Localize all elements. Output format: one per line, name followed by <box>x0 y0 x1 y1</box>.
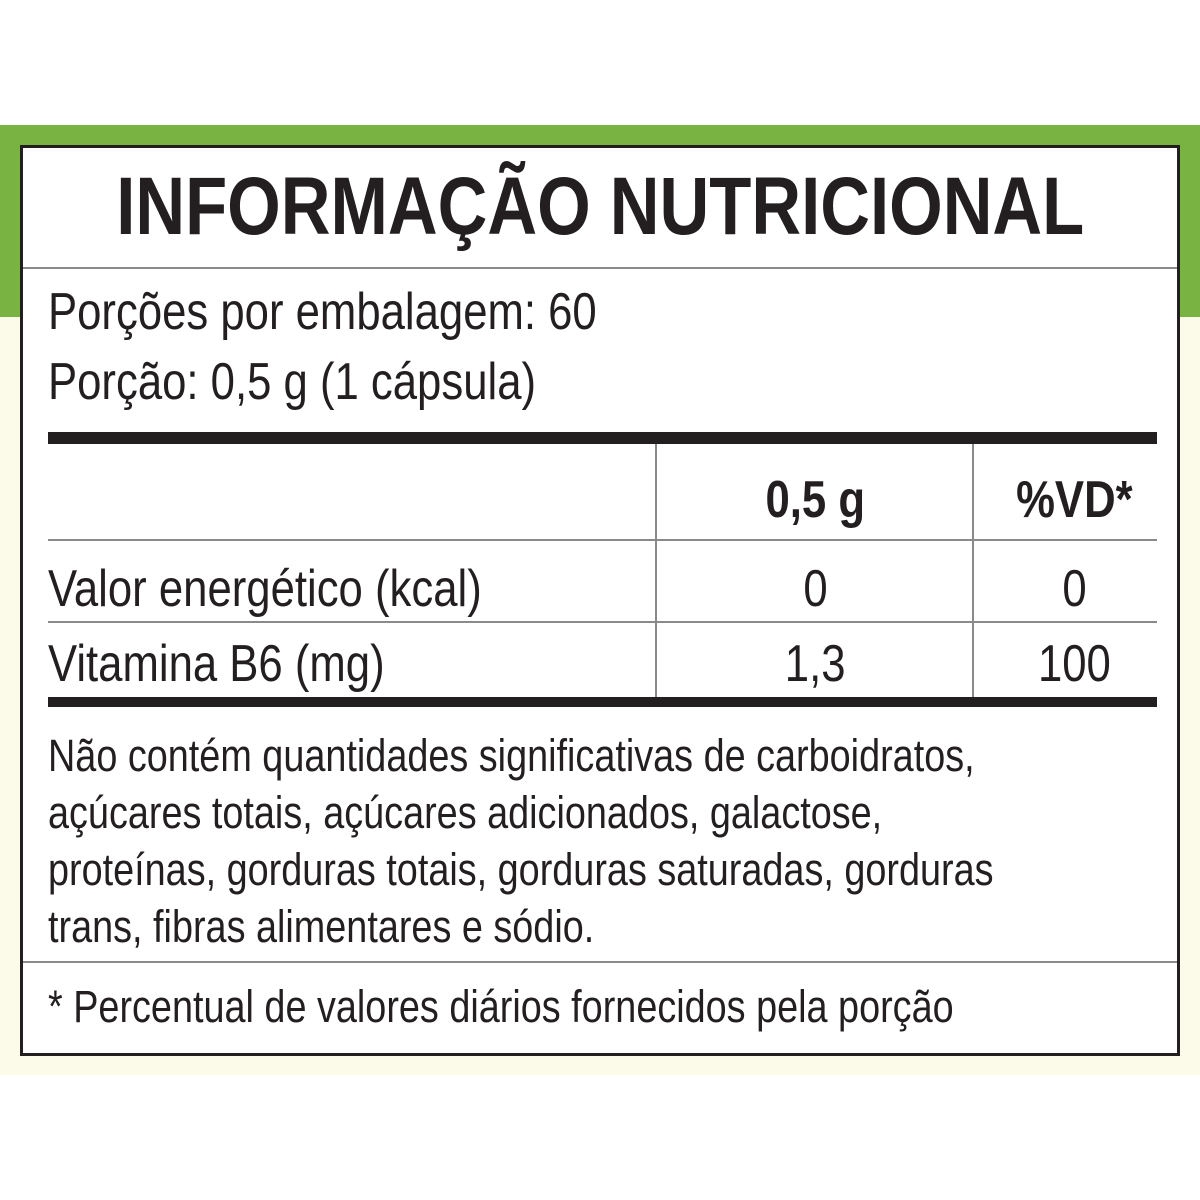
divider <box>23 961 1177 963</box>
cell: 0 <box>1061 560 1087 618</box>
note-line: Não contém quantidades significativas de… <box>48 730 975 781</box>
note-line: proteínas, gorduras totais, gorduras sat… <box>48 844 994 895</box>
footnote: * Percentual de valores diários fornecid… <box>48 981 954 1032</box>
row-divider <box>48 621 1157 623</box>
note-line: trans, fibras alimentares e sódio. <box>48 901 595 952</box>
column-divider <box>655 444 657 698</box>
label-box <box>20 145 1180 1056</box>
column-divider <box>972 444 974 698</box>
title: INFORMAÇÃO NUTRICIONAL <box>115 161 1085 252</box>
cell: 0 <box>802 560 828 618</box>
column-header: %VD* <box>1015 471 1133 529</box>
thick-rule <box>48 432 1157 444</box>
row-label: Valor energético (kcal) <box>48 560 482 618</box>
thick-rule <box>48 697 1157 707</box>
serving-size: Porção: 0,5 g (1 cápsula) <box>48 353 537 411</box>
cell: 100 <box>1037 635 1111 693</box>
cell: 1,3 <box>784 635 846 693</box>
divider <box>23 267 1177 269</box>
row-label: Vitamina B6 (mg) <box>48 635 385 693</box>
column-header: 0,5 g <box>765 471 865 529</box>
row-divider <box>48 539 1157 541</box>
servings-per-package: Porções por embalagem: 60 <box>48 283 597 341</box>
note-line: açúcares totais, açúcares adicionados, g… <box>48 787 883 838</box>
